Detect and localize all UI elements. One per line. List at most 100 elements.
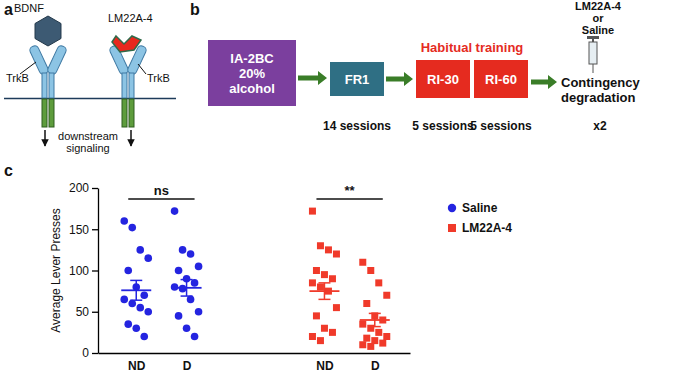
pointer (138, 64, 146, 74)
x-tick-label: ND (316, 359, 334, 373)
step-label: IA-2BC (230, 51, 274, 66)
receptor-arm (47, 45, 68, 76)
error-bar-stem (135, 280, 137, 300)
data-point (359, 259, 366, 266)
data-point (144, 254, 152, 262)
legend-label: LM22A-4 (462, 221, 512, 235)
data-point (140, 333, 148, 341)
step-label: FR1 (345, 72, 370, 87)
y-tick-label: 0 (82, 346, 89, 360)
error-bar-cap (318, 299, 330, 301)
step-label: 20% (239, 66, 265, 81)
data-point (375, 279, 382, 286)
error-bar (318, 283, 330, 300)
panel-label: b (190, 1, 200, 18)
step-label: RI-30 (427, 72, 459, 87)
syringe-needle (593, 64, 594, 73)
data-point (317, 337, 324, 344)
error-bar-cap (130, 280, 142, 282)
data-point (367, 267, 374, 274)
panel-label: c (4, 162, 13, 179)
y-tick-mark (92, 270, 98, 271)
error-bar-cap (318, 282, 330, 284)
y-tick-mark (92, 312, 98, 313)
receptor-kinase (42, 99, 47, 127)
receptor-stem (129, 73, 134, 98)
data-point (136, 304, 144, 312)
receptor-kinase (49, 99, 54, 127)
data-point (124, 320, 132, 328)
y-axis-line (98, 189, 99, 354)
figure: aBDNFLM22A-4TrkBTrkBdownstreamsignalingb… (0, 0, 685, 391)
data-point (321, 325, 328, 332)
error-bar-stem (374, 313, 376, 326)
significance-label: ** (345, 183, 356, 198)
syringe (587, 36, 599, 73)
data-point (329, 329, 336, 336)
data-point (333, 251, 340, 258)
data-point (191, 333, 199, 341)
data-point (363, 335, 370, 342)
session-label: 5 sessions (470, 119, 532, 133)
data-point (375, 329, 382, 336)
step-box (416, 60, 470, 98)
arrow (130, 130, 132, 146)
y-axis: 050100150200 (69, 181, 99, 360)
syringe-barrel (589, 42, 597, 64)
data-point (317, 284, 324, 291)
receptor-stem (122, 73, 127, 98)
x-tick: ND (128, 353, 146, 373)
injection-label: LM22A-4 (575, 0, 622, 12)
step-label: alcohol (229, 81, 275, 96)
arrow (531, 75, 557, 89)
x-tick: ND (316, 353, 334, 373)
session-label: 14 sessions (323, 119, 391, 133)
drug-shape (112, 36, 141, 52)
data-point (309, 279, 316, 286)
data-point (195, 263, 203, 271)
legend: SalineLM22A-4 (448, 201, 513, 235)
injection-label: or (593, 12, 605, 24)
y-tick-label: 50 (76, 305, 90, 319)
error-bar (181, 280, 193, 297)
y-tick-mark (92, 353, 98, 354)
y-tick-mark (92, 188, 98, 189)
receptor-stem (42, 73, 47, 98)
data-point (325, 246, 332, 253)
x-tick-label: D (371, 359, 380, 373)
data-point (329, 275, 336, 282)
error-bar (369, 313, 381, 326)
data-point (132, 324, 140, 332)
data-point (313, 312, 320, 319)
step-box (474, 60, 528, 98)
y-tick-label: 100 (69, 264, 89, 278)
y-tick: 200 (69, 181, 98, 195)
arrow (44, 130, 46, 146)
y-tick-mark (92, 229, 98, 230)
error-bar-cap (181, 279, 193, 281)
error-bar-cap (181, 295, 193, 297)
x-tick: D (371, 353, 380, 373)
bracket-label: Habitual training (421, 40, 524, 55)
arrow (386, 72, 413, 86)
data-point (144, 308, 152, 316)
receptor (29, 45, 68, 127)
output-label: downstream (58, 130, 118, 142)
y-tick: 100 (69, 264, 98, 278)
panel-label: a (4, 1, 13, 18)
step-box (208, 40, 296, 106)
error-bar-stem (186, 280, 188, 297)
membrane (4, 98, 176, 100)
data-point (379, 340, 386, 347)
x-tick-label: D (183, 359, 192, 373)
receptor-arm (29, 45, 50, 76)
data-point (195, 308, 203, 316)
significance-bracket (316, 198, 382, 199)
receptor-label: TrkB (6, 72, 29, 84)
session-label: 5 sessions (412, 119, 474, 133)
receptor (109, 45, 148, 127)
data-point (383, 292, 390, 299)
drug-label: LM22A-4 (108, 12, 153, 24)
ligand-label: BDNF (14, 2, 44, 14)
receptor-kinase (129, 99, 134, 127)
